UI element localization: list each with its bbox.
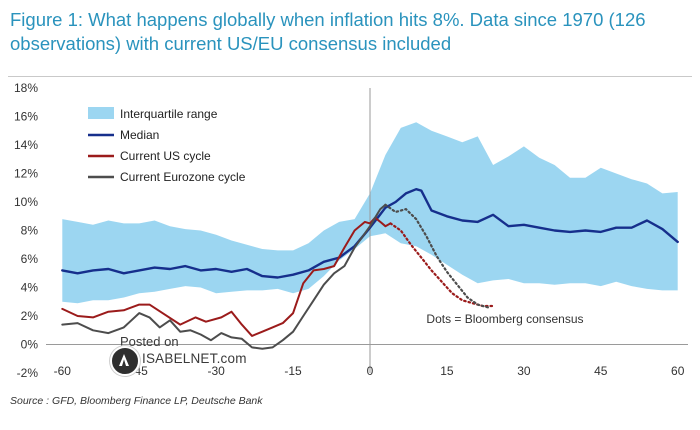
title-divider [8, 76, 692, 77]
x-tick-label: 0 [367, 364, 374, 378]
x-tick-label: 30 [517, 364, 531, 378]
legend-us-cycle-label: Current US cycle [120, 149, 211, 163]
y-tick-label: 8% [21, 224, 39, 238]
legend-interquartile-swatch [88, 107, 114, 119]
legend: Interquartile range Median Current US cycl… [88, 107, 246, 184]
eurozone-consensus-dotted-line [384, 203, 490, 309]
y-tick-label: 2% [21, 309, 39, 323]
tick-labels: -2%0%2%4%6%8%10%12%14%16%18%-60 -45 -30 -15… [14, 81, 685, 380]
y-tick-label: 0% [21, 338, 39, 352]
y-tick-label: -2% [17, 366, 39, 380]
y-tick-label: 16% [14, 110, 38, 124]
y-tick-label: 6% [21, 252, 39, 266]
annotations: Dots = Bloomberg consensus [426, 312, 583, 326]
legend-interquartile-label: Interquartile range [120, 107, 218, 121]
x-tick-label: -30 [207, 364, 225, 378]
watermark-posted-label: Posted on [120, 334, 179, 349]
eurozone-cycle-line [61, 203, 387, 350]
y-tick-label: 10% [14, 195, 38, 209]
x-tick-label: 15 [440, 364, 454, 378]
y-tick-label: 4% [21, 281, 39, 295]
legend-eurozone-cycle-label: Current Eurozone cycle [120, 170, 246, 184]
chart-plot: -2%0%2%4%6%8%10%12%14%16%18%-60 -45 -30 -15… [14, 81, 688, 380]
watermark-site-name: ISABELNET.com [142, 351, 247, 366]
legend-median-label: Median [120, 128, 159, 142]
median-line [61, 188, 679, 279]
x-tick-label: 45 [594, 364, 608, 378]
y-tick-label: 12% [14, 167, 38, 181]
consensus-annotation: Dots = Bloomberg consensus [426, 312, 583, 326]
us-consensus-dotted-line [389, 222, 495, 308]
source-note: Source : GFD, Bloomberg Finance LP, Deut… [10, 395, 263, 407]
x-tick-label: 60 [671, 364, 685, 378]
series-layer [61, 188, 679, 350]
us-cycle-line [61, 216, 392, 337]
x-tick-label: -60 [54, 364, 72, 378]
y-tick-label: 14% [14, 138, 38, 152]
y-tick-label: 18% [14, 81, 38, 95]
x-tick-label: -15 [284, 364, 302, 378]
isabelnet-logo-icon [110, 346, 140, 376]
axis-layer [46, 88, 688, 373]
chart-title: Figure 1: What happens globally when inf… [10, 9, 646, 54]
